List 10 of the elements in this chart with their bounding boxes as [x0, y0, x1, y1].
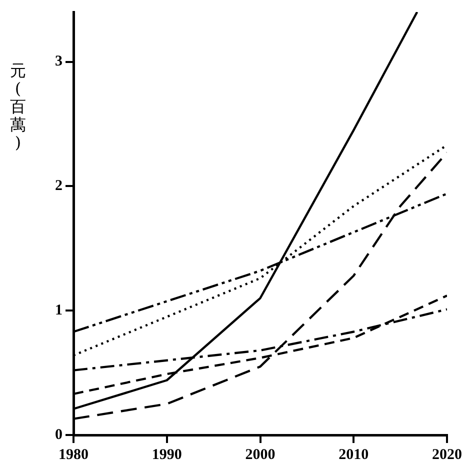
- x-tick-label: 2000: [245, 446, 276, 463]
- x-tick-label: 2010: [338, 446, 369, 463]
- y-tick-label: 3: [55, 54, 62, 70]
- y-tick-label: 2: [55, 178, 62, 194]
- y-tick-label: 0: [55, 426, 62, 443]
- x-tick-label: 1980: [58, 446, 88, 463]
- y-axis-title: 元(百萬): [9, 61, 27, 152]
- y-tick-label: 1: [55, 302, 62, 318]
- x-tick-label: 1990: [152, 446, 182, 463]
- x-tick-label: 2020: [432, 446, 462, 463]
